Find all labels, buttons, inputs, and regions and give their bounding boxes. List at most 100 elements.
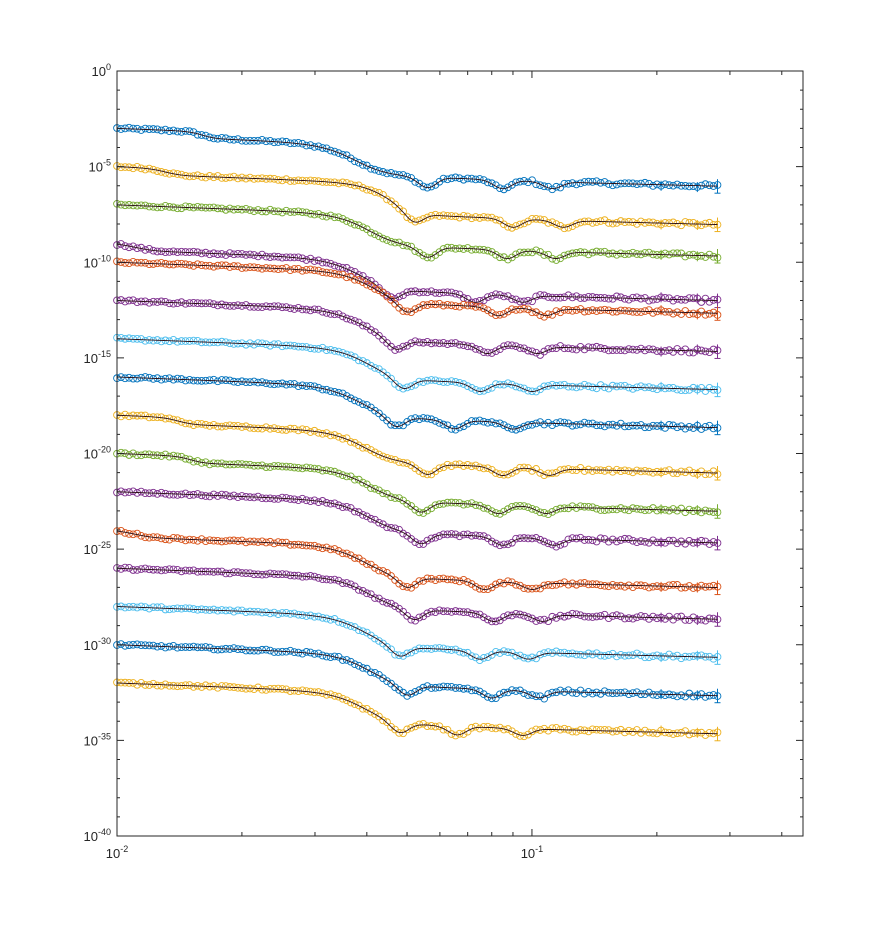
data-point [217, 376, 226, 384]
data-point [258, 207, 266, 216]
data-point [588, 467, 597, 475]
data-point [391, 421, 399, 430]
data-point [266, 253, 274, 261]
data-point [242, 538, 250, 547]
data-point [189, 336, 198, 345]
data-point [520, 219, 528, 228]
data-point [620, 728, 629, 737]
data-point [677, 583, 686, 592]
y-tick-label: 10-5 [89, 158, 111, 175]
data-point [653, 506, 661, 515]
data-point [322, 652, 331, 661]
data-point [189, 566, 198, 575]
data-point [354, 586, 363, 594]
data-point [629, 179, 637, 188]
data-point [645, 615, 653, 623]
data-point [407, 648, 416, 657]
data-point [342, 696, 351, 705]
data-point [447, 498, 456, 507]
data-point [556, 466, 565, 474]
data-point [487, 537, 496, 546]
data-point [403, 649, 412, 658]
data-point [637, 382, 645, 391]
data-point [334, 270, 343, 279]
data-point [580, 345, 589, 354]
data-point [133, 298, 142, 307]
data-point [306, 428, 315, 436]
data-point [612, 465, 621, 474]
data-point [540, 251, 549, 259]
data-point [173, 565, 182, 574]
data-point [479, 722, 488, 731]
data-point [677, 386, 686, 394]
data-point [564, 250, 573, 259]
data-point [447, 530, 456, 538]
data-point [697, 581, 706, 590]
data-point [536, 508, 545, 517]
data-point [346, 551, 355, 560]
data-point [588, 383, 597, 392]
data-point [443, 725, 452, 734]
data-point [451, 731, 460, 740]
data-point [580, 178, 589, 186]
data-point [596, 381, 605, 389]
data-point [588, 178, 597, 186]
y-tick-label: 10-35 [84, 731, 111, 748]
data-point [532, 534, 540, 542]
data-point [689, 250, 698, 259]
data-point [705, 614, 714, 623]
data-point [415, 377, 424, 386]
data-point [185, 604, 194, 613]
data-point [552, 724, 561, 732]
data-point [225, 204, 234, 213]
data-point [649, 295, 657, 304]
data-point [371, 406, 379, 415]
data-point [209, 682, 218, 690]
data-point [165, 490, 174, 499]
data-point [552, 542, 561, 551]
data-point [213, 172, 222, 180]
data-point [221, 491, 230, 499]
x-tick-label: 10-1 [521, 844, 543, 861]
data-point [616, 346, 625, 354]
data-point [157, 488, 166, 497]
data-point [516, 502, 524, 510]
data-point [491, 347, 500, 356]
data-point [439, 644, 448, 653]
data-point [524, 296, 532, 305]
data-point [588, 689, 597, 698]
data-point [560, 724, 569, 733]
data-point [395, 579, 403, 588]
data-point [330, 387, 339, 396]
data-point [705, 309, 714, 318]
data-point [439, 725, 448, 734]
fit-line [116, 530, 718, 591]
data-point [209, 645, 218, 654]
data-point [608, 535, 617, 544]
data-point [290, 305, 299, 313]
data-point [516, 297, 524, 306]
data-point [516, 732, 524, 740]
data-point [375, 286, 383, 295]
data-point [528, 691, 536, 699]
data-point [318, 144, 327, 152]
y-tick-label: 10-25 [84, 540, 111, 557]
data-point [266, 609, 274, 618]
data-point [620, 651, 629, 660]
data-point [419, 414, 428, 422]
data-point [415, 613, 424, 622]
data-point [560, 380, 569, 389]
data-point [516, 248, 524, 257]
data-point [645, 345, 653, 353]
data-point [604, 726, 613, 734]
data-point [528, 347, 536, 356]
data-point [266, 341, 274, 350]
data-point [383, 453, 391, 462]
data-point [117, 412, 125, 421]
data-point [592, 725, 601, 734]
data-point [250, 685, 258, 694]
data-point [512, 425, 520, 434]
data-point [354, 508, 363, 517]
fit-line [117, 338, 718, 392]
